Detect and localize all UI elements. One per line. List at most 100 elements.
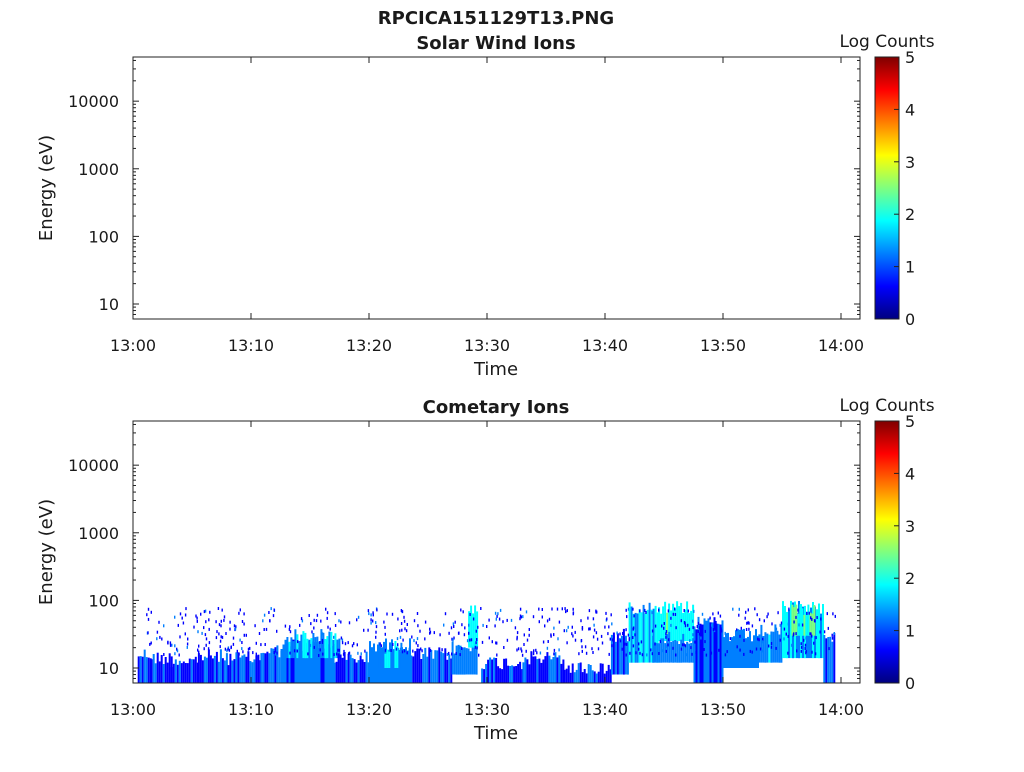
spectrogram-cell <box>260 653 263 683</box>
spectrogram-speckle <box>444 612 447 616</box>
spectrogram-speckle <box>595 609 597 613</box>
spectrogram-speckle <box>544 624 546 628</box>
spectrogram-cell <box>384 653 387 668</box>
spectrogram-speckle <box>621 647 623 651</box>
spectrogram-cell <box>693 626 696 683</box>
spectrogram-cell <box>418 648 421 683</box>
spectrogram-cell <box>507 665 510 683</box>
spectrogram-speckle <box>743 638 745 642</box>
spectrogram-speckle <box>567 625 569 629</box>
spectrogram-speckle <box>697 621 700 625</box>
spectrogram-speckle <box>177 623 179 627</box>
spectrogram-cell <box>459 645 462 675</box>
spectrogram-speckle <box>204 609 207 613</box>
spectrogram-speckle <box>215 636 218 640</box>
spectrogram-speckle <box>761 640 764 644</box>
spectrogram-speckle <box>400 609 403 612</box>
spectrogram-cell <box>534 656 537 683</box>
spectrogram-speckle <box>219 645 221 649</box>
spectrogram-speckle <box>745 651 748 655</box>
spectrogram-speckle <box>149 642 151 646</box>
spectrogram-cell <box>196 662 199 683</box>
spectrogram-cell <box>324 639 327 659</box>
spectrogram-cell <box>428 647 431 683</box>
spectrogram-cell <box>474 605 477 648</box>
spectrogram-cell <box>451 641 454 675</box>
spectrogram-speckle <box>761 649 763 653</box>
spectrogram-speckle <box>276 629 278 633</box>
spectrogram-speckle <box>793 620 795 624</box>
spectrogram-speckle <box>595 631 598 635</box>
spectrogram-speckle <box>419 629 421 633</box>
spectrogram-cell <box>392 650 395 668</box>
spectrogram-speckle <box>532 615 535 619</box>
spectrogram-speckle <box>236 649 238 653</box>
spectrogram-speckle <box>270 607 272 611</box>
spectrogram-cell <box>528 664 531 683</box>
spectrogram-speckle <box>605 611 607 615</box>
spectrogram-cell <box>614 641 617 675</box>
spectrogram-cell <box>697 616 700 683</box>
spectrogram-cell <box>213 655 216 683</box>
spectrogram-speckle <box>342 652 345 656</box>
spectrogram-cell <box>304 632 307 659</box>
spectrogram-cell <box>343 652 346 683</box>
spectrogram-cell <box>660 638 663 663</box>
spectrogram-speckle <box>176 649 179 653</box>
spectrogram-cell <box>558 655 561 683</box>
spectrogram-speckle <box>156 630 159 634</box>
spectrogram-speckle <box>360 652 362 656</box>
spectrogram-speckle <box>566 641 568 645</box>
spectrogram-speckle <box>689 639 691 643</box>
spectrogram-speckle <box>754 607 756 611</box>
spectrogram-speckle <box>356 618 358 622</box>
spectrogram-cell <box>654 642 657 663</box>
y-tick-label: 100 <box>88 591 119 610</box>
spectrogram-speckle <box>591 647 593 651</box>
spectrogram-speckle <box>327 625 329 629</box>
spectrogram-speckle <box>571 632 573 636</box>
spectrogram-cell <box>304 642 307 683</box>
spectrogram-cell <box>583 669 586 683</box>
spectrogram-cell <box>292 639 295 683</box>
spectrogram-speckle <box>495 641 497 645</box>
spectrogram-speckle <box>265 627 268 631</box>
spectrogram-speckle <box>241 620 244 623</box>
spectrogram-speckle <box>813 641 815 645</box>
spectrogram-speckle <box>416 612 419 615</box>
spectrogram-speckle <box>633 614 635 618</box>
colorbar-tick-label: 5 <box>905 412 915 431</box>
spectrogram-speckle <box>523 633 525 637</box>
spectrogram-speckle <box>780 621 783 625</box>
spectrogram-cell <box>194 656 197 683</box>
spectrogram-speckle <box>411 635 413 639</box>
spectrogram-speckle <box>574 638 577 642</box>
spectrogram-cell <box>607 664 610 683</box>
spectrogram-speckle <box>496 614 498 618</box>
spectrogram-cell <box>450 658 453 683</box>
spectrogram-speckle <box>221 608 223 612</box>
spectrogram-cell <box>829 636 832 683</box>
spectrogram-cell <box>363 662 366 683</box>
spectrogram-cell <box>652 635 655 663</box>
spectrogram-cell <box>318 641 321 659</box>
spectrogram-cell <box>776 630 779 663</box>
spectrogram-speckle <box>488 636 490 640</box>
spectrogram-speckle <box>187 637 189 641</box>
spectrogram-speckle <box>715 649 718 653</box>
spectrogram-cell <box>407 650 409 683</box>
spectrogram-cell <box>772 631 775 663</box>
spectrogram-speckle <box>788 607 790 611</box>
spectrogram-speckle <box>260 643 262 647</box>
spectrogram-speckle <box>315 619 318 623</box>
spectrogram-speckle <box>313 645 315 649</box>
spectrogram-speckle <box>745 628 748 631</box>
x-axis-ticks: 13:00 13:10 13:20 13:30 13:40 13:50 14:00 <box>110 421 864 719</box>
spectrogram-cell <box>822 604 824 659</box>
spectrogram-cell <box>680 639 683 663</box>
spectrogram-speckle <box>693 609 695 613</box>
spectrogram-speckle <box>514 626 517 630</box>
spectrogram-speckle <box>403 649 406 653</box>
spectrogram-cell <box>296 647 299 683</box>
plot-area <box>132 56 861 320</box>
